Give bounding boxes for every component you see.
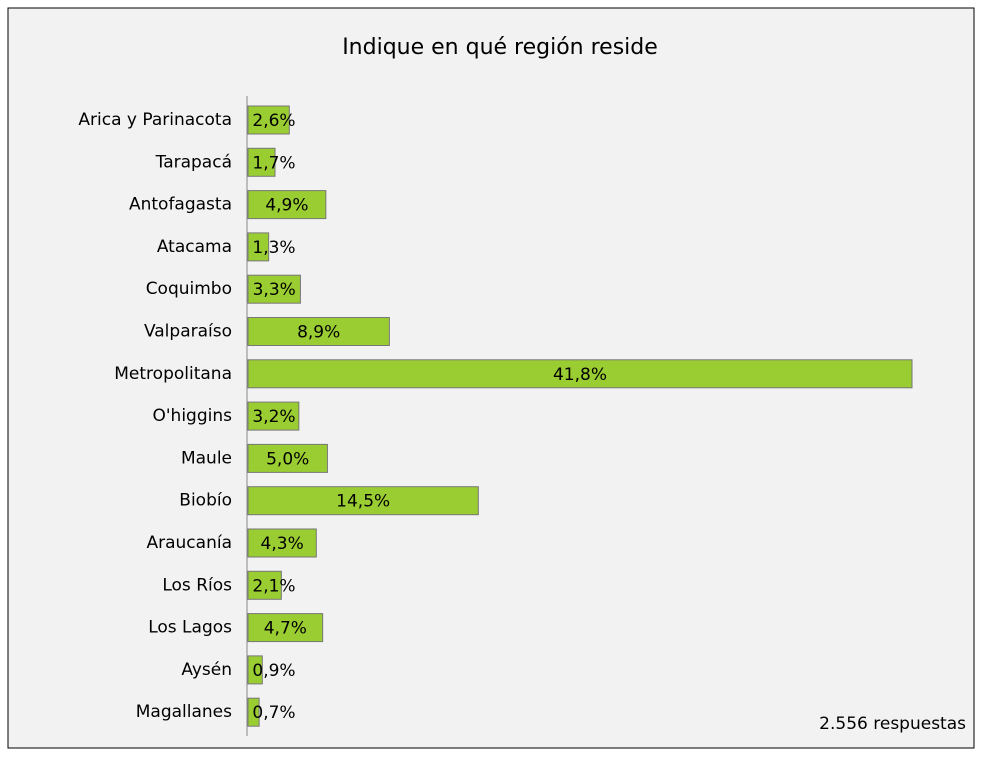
bar <box>247 274 301 304</box>
value-label: 14,5% <box>336 492 390 512</box>
value-label: 0,9% <box>252 661 295 681</box>
value-label: 4,3% <box>261 534 304 554</box>
category-label: Magallanes <box>136 702 232 722</box>
value-label: 41,8% <box>553 365 607 385</box>
category-label: Maule <box>181 448 232 468</box>
value-label: 1,7% <box>252 153 295 173</box>
value-label: 4,9% <box>265 196 308 216</box>
category-label: Los Ríos <box>162 575 232 595</box>
value-label: 8,9% <box>297 323 340 343</box>
bar <box>247 147 276 177</box>
category-label: Coquimbo <box>146 279 232 299</box>
value-label: 2,1% <box>252 576 295 596</box>
category-label: Metropolitana <box>114 364 232 384</box>
category-label: Biobío <box>179 491 232 511</box>
bar <box>247 105 290 135</box>
category-label: Los Lagos <box>148 618 232 638</box>
bar <box>247 359 913 389</box>
annotation: 2.556 respuestas <box>819 714 966 734</box>
bar <box>247 613 324 643</box>
bar <box>247 697 260 727</box>
bar <box>247 317 390 346</box>
category-label: Antofagasta <box>129 195 232 215</box>
chart-title: Indique en qué región reside <box>342 35 658 60</box>
category-label: Valparaíso <box>144 322 232 342</box>
value-label: 3,3% <box>253 280 296 300</box>
category-label: Atacama <box>157 237 232 257</box>
value-label: 0,7% <box>252 703 295 723</box>
bar <box>247 443 328 473</box>
category-label: Aysén <box>181 660 232 680</box>
value-label: 1,3% <box>252 238 295 258</box>
value-label: 5,0% <box>266 449 309 469</box>
bar <box>247 655 263 685</box>
value-label: 3,2% <box>252 407 295 427</box>
value-label: 2,6% <box>252 111 295 131</box>
category-label: Tarapacá <box>155 152 232 172</box>
bar <box>247 486 479 516</box>
bar <box>247 401 300 431</box>
bar <box>247 232 270 262</box>
category-label: Araucanía <box>147 533 233 553</box>
bar <box>247 528 317 558</box>
category-label: Arica y Parinacota <box>78 110 232 130</box>
category-label: O'higgins <box>153 406 233 426</box>
value-label: 4,7% <box>264 619 307 639</box>
bar <box>247 570 282 600</box>
bar <box>247 190 327 220</box>
